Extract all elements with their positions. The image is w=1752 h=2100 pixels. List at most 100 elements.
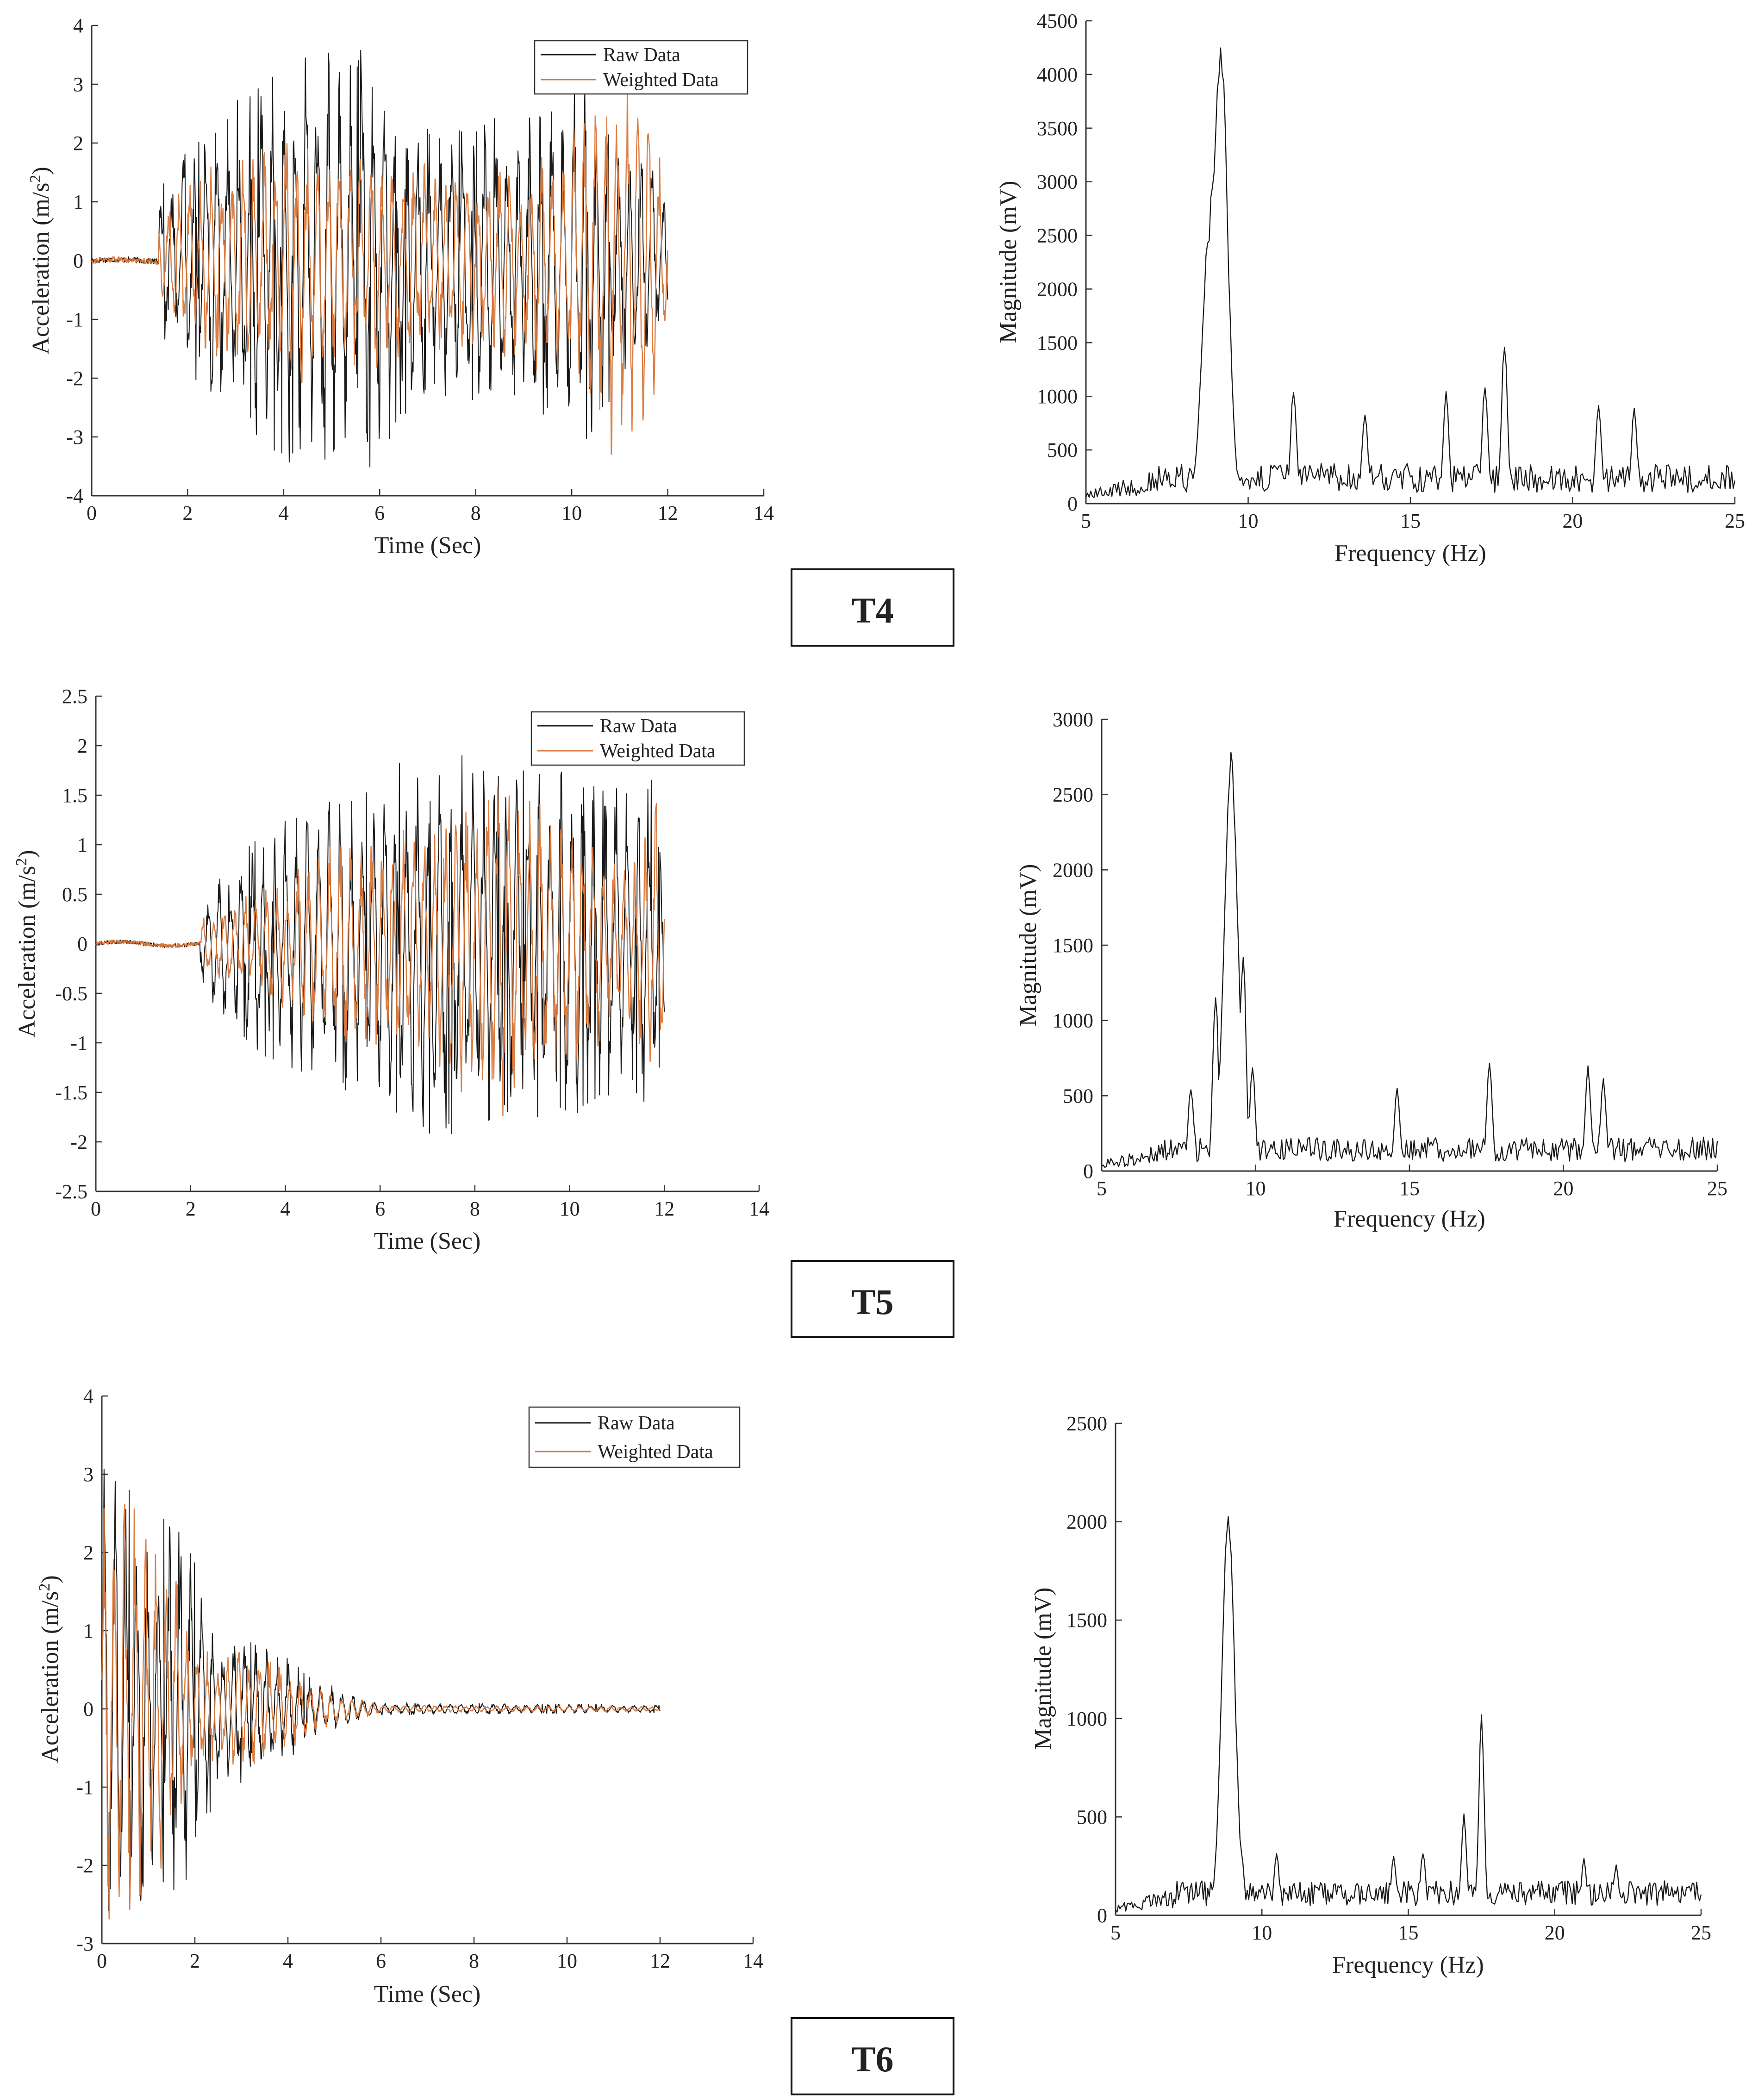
y-tick-label: 0 [1083,1160,1093,1183]
t4-freq-ticks: 5 10 15 20 25 0 500 1000 1500 2000 2500 3000 3500 400… [1037,10,1745,532]
legend-weighted-label: Weighted Data [603,69,719,91]
t6-time-y-title: Acceleration (m/s2) [36,1575,64,1763]
y-tick-label: 2000 [1053,859,1093,881]
x-tick-label: 14 [754,502,774,524]
y-tick-label: 4000 [1037,63,1078,86]
y-tick-label: 1 [77,834,87,856]
t6-freq-ticks: 5 10 15 20 25 0 500 1000 1500 2000 2500 [1066,1412,1711,1944]
x-tick-label: 10 [561,502,582,524]
y-tick-label: 1.5 [62,784,87,807]
t4-time-x-title: Time (Sec) [374,532,481,559]
legend-weighted-label: Weighted Data [600,741,716,762]
legend-box [534,40,748,95]
y-tick-label: 2500 [1066,1412,1107,1435]
x-tick-label: 10 [1246,1177,1266,1200]
t4-time-series [91,50,668,467]
y-tick-label: -0.5 [55,982,87,1005]
y-tick-label: -4 [66,485,83,507]
y-tick-label: 0 [83,1698,94,1720]
x-tick-label: 2 [182,502,193,524]
t5-freq-ticks: 5 10 15 20 25 0 500 1000 1500 2000 2500 3000 [1053,708,1727,1200]
t4-freq-series [1085,47,1736,499]
y-tick-label: 500 [1077,1806,1107,1828]
t5-freq-x-title: Frequency (Hz) [1334,1206,1485,1232]
y-tick-label: 1500 [1066,1609,1107,1632]
y-tick-label: 3000 [1037,171,1078,193]
t6-panel-label: T6 [791,2017,954,2095]
series-raw-data [101,1469,661,1911]
panel-label-box [791,2017,954,2095]
x-tick-label: 0 [91,1197,101,1220]
y-tick-label: 3 [83,1463,94,1486]
legend-raw-label: Raw Data [600,716,677,737]
y-tick-label: 500 [1047,439,1078,461]
y-tick-label: -1.5 [55,1081,87,1104]
legend-weighted-label: Weighted Data [598,1441,713,1463]
y-tick-label: 4500 [1037,10,1078,32]
y-tick-label: -3 [66,426,83,449]
x-tick-label: 4 [280,1197,290,1220]
x-tick-label: 12 [658,502,678,524]
x-tick-label: 12 [654,1197,674,1220]
legend-box [528,1406,741,1468]
y-tick-label: 1000 [1037,385,1078,408]
y-tick-label: -3 [76,1932,94,1955]
y-tick-label: 1 [73,191,83,213]
panel-label-t4: T4 [851,590,893,630]
x-tick-label: 8 [471,502,481,524]
t5-freq-y-title: Magnitude (mV) [1015,864,1041,1027]
y-tick-label: 0 [1097,1904,1107,1927]
y-tick-label: -2 [76,1854,94,1877]
x-tick-label: 25 [1691,1921,1711,1944]
t4-time-y-title: Acceleration (m/s2) [27,167,55,354]
y-tick-label: 2000 [1037,278,1078,300]
x-tick-label: 15 [1398,1921,1419,1944]
t5-panel-label: T5 [791,1260,954,1338]
y-tick-label: 2.5 [62,685,87,708]
y-tick-label: 2500 [1037,224,1078,247]
series-fft-magnitude [1115,1516,1702,1913]
x-tick-label: 10 [1252,1921,1272,1944]
x-tick-label: 20 [1545,1921,1565,1944]
y-tick-label: -2.5 [55,1180,87,1203]
panel-label-t6: T6 [851,2039,893,2079]
panel-label-box [791,1260,954,1338]
x-tick-label: 8 [470,1197,480,1220]
t6-freq-y-title: Magnitude (mV) [1030,1588,1056,1750]
y-tick-label: -2 [70,1131,87,1153]
panel-t5: 0 2 4 6 8 10 12 14-2.5-2-1.5-1-0.500.511.522.5 … [13,685,1727,1338]
y-tick-label: 2500 [1053,784,1093,806]
y-tick-label: -1 [76,1776,94,1799]
x-tick-label: 4 [279,502,289,524]
x-tick-label: 10 [557,1950,577,1972]
x-tick-label: 6 [375,1197,385,1220]
t4-freq-y-title: Magnitude (mV) [995,181,1022,343]
x-tick-label: 25 [1707,1177,1727,1200]
y-tick-label: 0 [1067,492,1078,515]
y-tick-label: 2 [83,1541,94,1564]
y-tick-label: 1500 [1037,331,1078,354]
y-tick-label: 0.5 [62,883,87,906]
legend-box [530,711,745,766]
series-weighted-data [95,786,665,1116]
t4-panel-label: T4 [791,568,954,647]
y-tick-label: 2000 [1066,1511,1107,1533]
t5-time-x-title: Time (Sec) [374,1228,481,1254]
x-tick-label: 8 [469,1950,479,1972]
y-tick-label: 2 [77,735,87,757]
x-tick-label: 4 [283,1950,293,1972]
t6-freq-x-title: Frequency (Hz) [1332,1952,1484,1978]
x-tick-label: 0 [97,1950,107,1972]
t4-freq-chart: 5 10 15 20 25 0 500 1000 1500 2000 2500 3000 3500 400… [995,10,1745,567]
x-tick-label: 5 [1081,510,1091,532]
series-fft-magnitude [1101,752,1718,1168]
legend-raw-label: Raw Data [598,1413,675,1434]
t5-time-y-title: Acceleration (m/s2) [13,850,41,1037]
x-tick-label: 14 [743,1950,763,1972]
panel-label-t5: T5 [851,1282,893,1322]
x-tick-label: 6 [376,1950,386,1972]
